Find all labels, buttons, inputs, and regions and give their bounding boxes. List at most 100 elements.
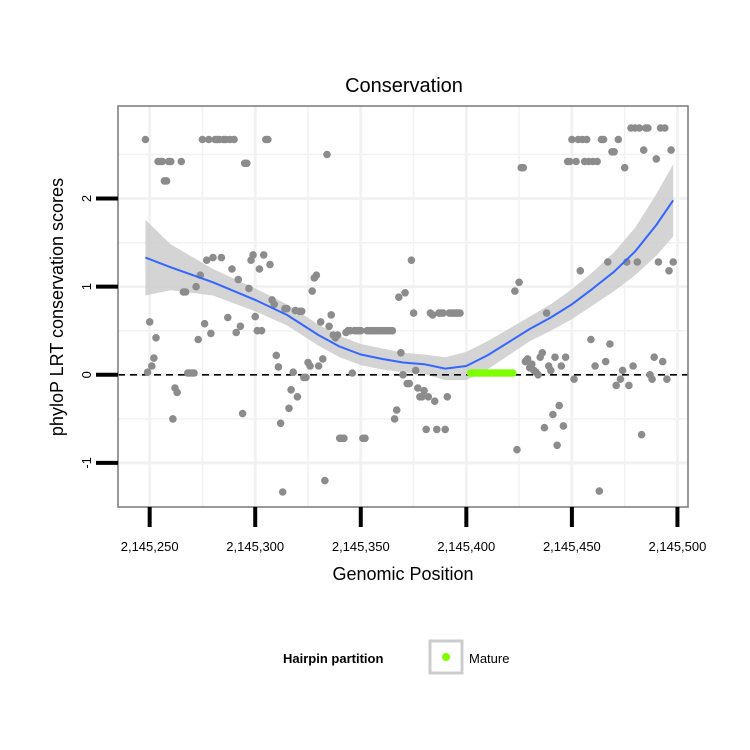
data-point	[576, 267, 585, 275]
data-point	[399, 371, 407, 379]
data-point	[424, 393, 433, 401]
data-point	[278, 488, 287, 496]
data-point	[665, 267, 673, 275]
data-point	[287, 386, 295, 394]
data-point	[433, 425, 441, 434]
data-point	[228, 265, 236, 273]
x-axis: 2,145,250 2,145,300 2,145,350 2,145,400 2,14…	[121, 507, 707, 554]
data-point-mature	[509, 369, 517, 377]
x-tick-label: 2,145,250	[121, 539, 179, 554]
data-point	[654, 258, 663, 266]
y-tick-label: -1	[79, 457, 94, 469]
data-point	[272, 351, 281, 360]
data-point	[205, 135, 213, 144]
data-point	[198, 135, 207, 144]
data-point	[243, 159, 251, 168]
legend: Hairpin partition Mature	[283, 639, 509, 675]
data-point	[148, 362, 156, 370]
data-point	[538, 349, 547, 357]
data-point	[534, 371, 542, 379]
panel-background	[118, 106, 688, 507]
data-point	[285, 404, 293, 413]
data-point	[652, 155, 661, 163]
data-point	[561, 353, 570, 362]
data-point	[236, 322, 245, 331]
data-point	[428, 311, 437, 319]
data-point	[566, 157, 574, 166]
data-point	[591, 362, 599, 370]
data-point	[162, 177, 171, 185]
data-point	[340, 434, 348, 443]
data-point	[333, 331, 342, 339]
scatter-points	[141, 124, 677, 496]
data-point	[637, 430, 646, 439]
data-point	[327, 311, 336, 319]
data-point	[570, 375, 578, 384]
data-point	[209, 253, 217, 262]
data-point	[321, 476, 329, 485]
data-point	[658, 357, 667, 366]
data-point	[323, 150, 331, 159]
data-point	[283, 304, 291, 313]
data-point	[202, 256, 211, 265]
data-point	[181, 288, 190, 296]
data-point	[141, 135, 150, 144]
data-point	[648, 375, 656, 384]
data-point	[420, 386, 428, 395]
data-point	[612, 381, 620, 390]
data-point	[390, 415, 399, 423]
y-axis-title: phyloP LRT conservation scores	[47, 178, 67, 436]
data-point	[409, 309, 418, 317]
data-point	[663, 375, 671, 384]
data-point	[143, 368, 152, 377]
data-point	[152, 334, 160, 342]
x-tick-label: 2,145,500	[649, 539, 707, 554]
data-point	[555, 401, 563, 410]
data-point	[234, 275, 243, 284]
data-point	[568, 135, 576, 144]
data-point	[572, 157, 580, 166]
data-point	[513, 445, 521, 454]
data-point	[264, 135, 272, 144]
data-point	[266, 260, 274, 269]
data-point	[306, 362, 314, 370]
y-axis: -1 0 1 2	[79, 195, 118, 469]
data-point	[257, 326, 266, 335]
data-point	[158, 157, 167, 166]
data-point	[192, 282, 200, 291]
data-point	[601, 357, 610, 366]
data-point	[593, 157, 601, 166]
data-point	[207, 329, 215, 338]
confidence-ribbon	[145, 164, 674, 381]
data-point	[547, 366, 555, 375]
data-point	[316, 318, 325, 326]
data-point	[238, 409, 247, 418]
data-point	[614, 135, 623, 144]
data-point	[392, 406, 401, 414]
data-point	[361, 434, 369, 443]
y-tick-label: 2	[79, 195, 94, 202]
data-point	[456, 309, 464, 317]
panel-border	[117, 105, 689, 508]
data-point	[422, 425, 431, 434]
data-point	[348, 369, 357, 377]
data-point	[401, 289, 409, 297]
x-tick-label: 2,145,450	[543, 539, 601, 554]
data-point	[644, 124, 652, 132]
data-point	[595, 487, 604, 495]
data-point	[167, 157, 175, 166]
data-point	[616, 375, 625, 384]
data-point	[540, 423, 549, 432]
legend-key-mature-point	[442, 653, 450, 661]
x-tick-label: 2,145,350	[332, 539, 390, 554]
data-point	[667, 146, 675, 154]
x-tick-label: 2,145,300	[226, 539, 284, 554]
data-point	[150, 354, 158, 362]
data-point	[625, 381, 633, 390]
data-point	[200, 319, 209, 328]
confidence-ribbon-group	[145, 164, 674, 381]
data-point	[395, 293, 403, 302]
data-point	[639, 146, 648, 154]
data-point	[312, 271, 321, 280]
data-point	[549, 410, 557, 419]
